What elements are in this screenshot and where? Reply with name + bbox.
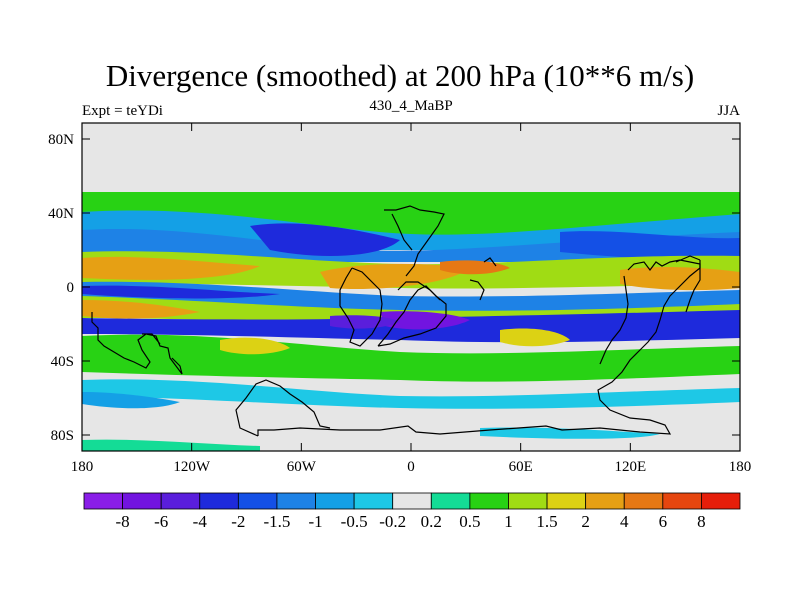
season-label: JJA — [717, 103, 740, 119]
x-tick-label: 0 — [407, 459, 415, 475]
chart-title: Divergence (smoothed) at 200 hPa (10**6 … — [105, 58, 695, 93]
contour-band — [82, 300, 200, 319]
north-america-coast — [391, 213, 701, 263]
contour-band — [82, 256, 260, 280]
contour-band — [500, 328, 570, 347]
colorbar-label: 1 — [504, 512, 513, 531]
contour-band — [220, 337, 290, 355]
y-tick-label: 0 — [67, 280, 75, 296]
colorbar-label: -2 — [231, 512, 245, 531]
colorbar-label: -0.5 — [341, 512, 368, 531]
colorbar-swatch — [353, 492, 394, 510]
contour-band — [82, 228, 740, 262]
colorbar-label: 2 — [581, 512, 590, 531]
contour-band — [82, 439, 260, 451]
colorbar-swatch — [430, 492, 471, 510]
eurasia-coast — [384, 205, 701, 365]
colorbar: -8 -6 -4 -2 -1.5 -1 -0.5 -0.2 0.2 0.5 1 1.5 2 4 6 8 — [83, 492, 741, 531]
south-america-coast — [91, 312, 183, 375]
contour-band — [82, 392, 180, 409]
contour-field — [82, 123, 740, 451]
colorbar-swatch — [623, 492, 664, 510]
colorbar-label: -0.2 — [379, 512, 406, 531]
colorbar-swatch — [83, 492, 123, 510]
colorbar-swatch — [546, 492, 587, 510]
coastlines — [91, 205, 701, 437]
colorbar-label: -1.5 — [263, 512, 290, 531]
colorbar-swatch — [392, 492, 432, 510]
colorbar-swatch — [160, 492, 201, 510]
colorbar-swatch — [701, 492, 741, 510]
colorbar-label: 4 — [620, 512, 629, 531]
contour-band — [440, 260, 510, 275]
contour-band — [250, 223, 400, 256]
antarctica-coast — [235, 260, 701, 437]
contour-band — [330, 315, 400, 329]
colorbar-label: 1.5 — [536, 512, 557, 531]
colorbar-swatch — [199, 492, 239, 510]
colorbar-swatch — [469, 492, 509, 510]
colorbar-label: -4 — [193, 512, 208, 531]
colorbar-swatch — [508, 492, 548, 510]
colorbar-swatch — [276, 492, 316, 510]
x-tick-label: 120E — [614, 459, 646, 475]
x-tick-label: 60E — [509, 459, 533, 475]
colorbar-swatch — [585, 492, 625, 510]
colorbar-label: -8 — [116, 512, 130, 531]
contour-band — [480, 427, 660, 439]
x-tick-label: 60W — [287, 459, 317, 475]
colorbar-swatch — [315, 492, 355, 510]
y-tick-label: 80S — [51, 428, 74, 444]
axes: 180 120W 60W 0 60E 120E 180 80N 40N 0 40S 80S — [48, 123, 751, 475]
experiment-label: Expt = teYDi — [82, 103, 163, 119]
contour-band — [82, 379, 740, 409]
colorbar-swatch — [662, 492, 702, 510]
contour-band — [620, 266, 740, 291]
colorbar-label: 6 — [659, 512, 668, 531]
colorbar-swatch — [237, 492, 278, 510]
run-label: 430_4_MaBP — [369, 98, 453, 114]
x-tick-label: 180 — [71, 459, 94, 475]
x-tick-label: 120W — [173, 459, 211, 475]
y-tick-label: 40S — [51, 354, 74, 370]
contour-band — [560, 231, 740, 260]
y-tick-label: 40N — [48, 206, 74, 222]
colorbar-label: 0.2 — [421, 512, 442, 531]
y-tick-label: 80N — [48, 132, 74, 148]
contour-band — [380, 311, 470, 330]
colorbar-label: 0.5 — [459, 512, 480, 531]
contour-band — [82, 285, 280, 299]
colorbar-swatch — [122, 492, 162, 510]
colorbar-label: -6 — [154, 512, 168, 531]
colorbar-label: 8 — [697, 512, 706, 531]
x-tick-label: 180 — [729, 459, 752, 475]
colorbar-label: -1 — [308, 512, 322, 531]
